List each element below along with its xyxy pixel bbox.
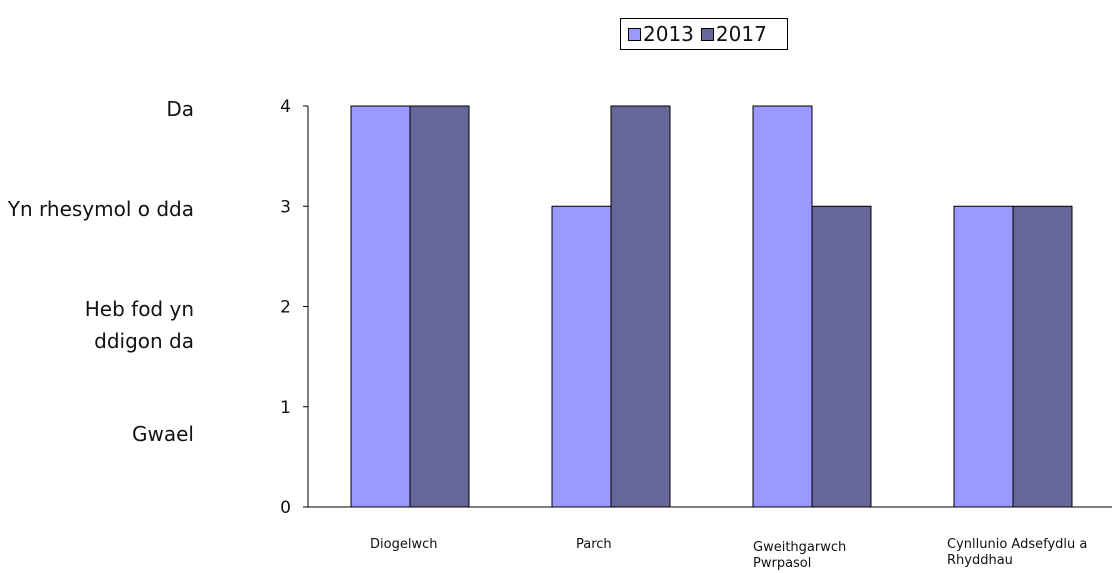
legend-label-2013: 2013 xyxy=(643,22,694,46)
quality-label-gwael: Gwael xyxy=(132,422,194,446)
legend: 2013 2017 xyxy=(620,18,788,50)
legend-swatch-2013 xyxy=(628,27,641,41)
y-tick-label: 2 xyxy=(280,298,291,318)
category-label-diogelwch: Diogelwch xyxy=(370,537,438,552)
y-axis: 0 1 2 3 4 xyxy=(280,97,309,518)
bar-2017-3 xyxy=(1012,205,1073,508)
bar-2013-3 xyxy=(953,205,1014,508)
legend-item-2013: 2013 xyxy=(628,24,694,44)
y-tick-label: 3 xyxy=(280,197,291,217)
quality-label-yn-rhesymol-o-dda: Yn rhesymol o dda xyxy=(7,197,194,221)
legend-item-2017: 2017 xyxy=(700,22,767,46)
bar-2013-2 xyxy=(752,105,813,508)
category-label-cynllunio-adsefydlu-a-rhyddhau: Cynllunio Adsefydlu a Rhyddhau xyxy=(947,537,1088,568)
legend-label-2017: 2017 xyxy=(715,22,767,46)
bar-2013-1 xyxy=(551,205,612,508)
bar-2013-0 xyxy=(350,105,411,508)
category-label-parch: Parch xyxy=(576,537,612,552)
y-tick-label: 1 xyxy=(280,398,291,418)
bar-2017-1 xyxy=(610,105,671,508)
bar-2017-0 xyxy=(409,105,470,508)
quality-label-da: Da xyxy=(166,97,194,121)
legend-swatch-2017 xyxy=(700,27,714,41)
quality-label-heb-fod-yn-ddigon-da: Heb fod yn ddigon da xyxy=(84,297,194,353)
bar-2017-2 xyxy=(811,205,872,508)
bars xyxy=(350,105,1073,508)
y-tick-label: 4 xyxy=(280,97,291,117)
category-label-gweithgarwch-pwrpasol: Gweithgarwch Pwrpasol xyxy=(753,540,847,571)
y-tick-label: 0 xyxy=(280,498,291,518)
